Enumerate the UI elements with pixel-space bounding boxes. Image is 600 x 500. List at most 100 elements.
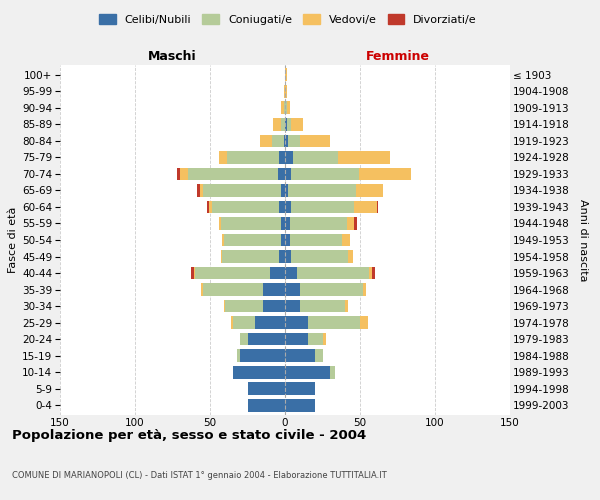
Bar: [359, 168, 411, 180]
Bar: [285, 250, 291, 263]
Bar: [284, 102, 285, 114]
Bar: [273, 118, 281, 131]
Bar: [369, 266, 372, 280]
Bar: [377, 200, 378, 213]
Bar: [342, 234, 349, 246]
Bar: [281, 118, 285, 131]
Bar: [285, 134, 288, 147]
Bar: [345, 300, 348, 312]
Bar: [225, 300, 263, 312]
Bar: [219, 151, 227, 164]
Bar: [300, 283, 363, 296]
Bar: [233, 316, 255, 329]
Bar: [285, 217, 290, 230]
Bar: [363, 283, 366, 296]
Text: Femmine: Femmine: [365, 50, 430, 64]
Bar: [197, 184, 199, 197]
Bar: [285, 118, 287, 131]
Bar: [240, 349, 285, 362]
Bar: [255, 316, 285, 329]
Bar: [285, 266, 297, 280]
Bar: [187, 168, 277, 180]
Bar: [347, 217, 354, 230]
Bar: [290, 217, 347, 230]
Bar: [223, 234, 281, 246]
Bar: [237, 349, 240, 362]
Bar: [248, 332, 285, 345]
Bar: [222, 250, 279, 263]
Bar: [285, 349, 315, 362]
Bar: [240, 332, 248, 345]
Bar: [180, 168, 187, 180]
Bar: [300, 134, 330, 147]
Bar: [207, 200, 209, 213]
Legend: Celibi/Nubili, Coniugati/e, Vedovi/e, Divorziati/e: Celibi/Nubili, Coniugati/e, Vedovi/e, Di…: [96, 10, 480, 28]
Bar: [203, 184, 281, 197]
Bar: [291, 250, 348, 263]
Bar: [227, 151, 279, 164]
Bar: [271, 134, 284, 147]
Bar: [201, 283, 203, 296]
Bar: [263, 300, 285, 312]
Bar: [287, 118, 291, 131]
Bar: [233, 366, 285, 378]
Bar: [219, 217, 221, 230]
Bar: [285, 300, 300, 312]
Bar: [281, 234, 285, 246]
Bar: [293, 151, 337, 164]
Bar: [285, 366, 330, 378]
Bar: [291, 200, 354, 213]
Text: Popolazione per età, sesso e stato civile - 2004: Popolazione per età, sesso e stato civil…: [12, 430, 366, 442]
Bar: [348, 250, 353, 263]
Bar: [285, 200, 291, 213]
Bar: [260, 134, 271, 147]
Bar: [279, 250, 285, 263]
Bar: [263, 283, 285, 296]
Bar: [223, 300, 225, 312]
Bar: [248, 398, 285, 411]
Bar: [191, 266, 193, 280]
Bar: [337, 151, 390, 164]
Bar: [330, 366, 335, 378]
Text: COMUNE DI MARIANOPOLI (CL) - Dati ISTAT 1° gennaio 2004 - Elaborazione TUTTITALI: COMUNE DI MARIANOPOLI (CL) - Dati ISTAT …: [12, 471, 387, 480]
Bar: [248, 382, 285, 395]
Bar: [284, 134, 285, 147]
Bar: [308, 316, 360, 329]
Bar: [285, 382, 315, 395]
Bar: [281, 184, 285, 197]
Bar: [285, 151, 293, 164]
Bar: [222, 234, 223, 246]
Y-axis label: Fasce di età: Fasce di età: [8, 207, 18, 273]
Bar: [199, 184, 203, 197]
Bar: [297, 266, 369, 280]
Bar: [360, 316, 367, 329]
Bar: [287, 102, 290, 114]
Bar: [285, 68, 287, 82]
Bar: [323, 332, 325, 345]
Bar: [355, 184, 383, 197]
Bar: [372, 266, 375, 280]
Bar: [288, 184, 355, 197]
Bar: [354, 217, 357, 230]
Bar: [279, 151, 285, 164]
Y-axis label: Anni di nascita: Anni di nascita: [578, 198, 588, 281]
Bar: [285, 398, 315, 411]
Bar: [354, 200, 377, 213]
Bar: [300, 300, 345, 312]
Bar: [285, 332, 308, 345]
Bar: [285, 234, 290, 246]
Bar: [315, 349, 323, 362]
Bar: [270, 266, 285, 280]
Bar: [308, 332, 323, 345]
Bar: [285, 316, 308, 329]
Bar: [231, 316, 233, 329]
Bar: [281, 102, 284, 114]
Bar: [285, 85, 287, 98]
Bar: [203, 283, 263, 296]
Bar: [285, 283, 300, 296]
Bar: [209, 200, 212, 213]
Bar: [277, 168, 285, 180]
Bar: [177, 168, 180, 180]
Bar: [290, 234, 342, 246]
Bar: [221, 250, 222, 263]
